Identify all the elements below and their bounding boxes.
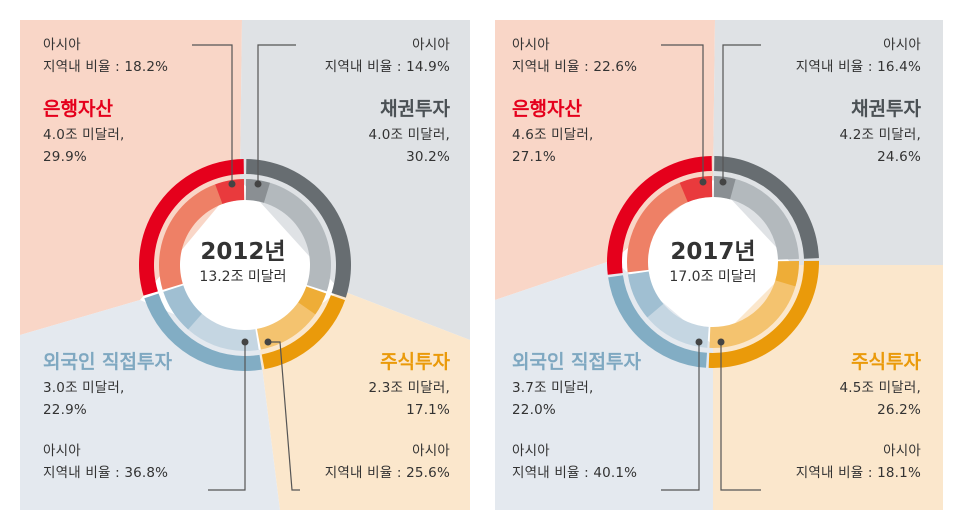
- bank-leader-line: [661, 44, 704, 182]
- fdi-asia-share-arc: [627, 271, 664, 318]
- bank-title: 은행자산: [43, 98, 113, 120]
- fdi-outer-arc: [608, 275, 708, 368]
- bond-leader-line: [722, 44, 761, 182]
- fdi-leader-dot: [241, 338, 249, 346]
- bank-leader-line: [192, 44, 233, 184]
- bond-asia-share-arc: [713, 176, 736, 200]
- bond-label: 채권투자 4.2조 미달러, 24.6%: [839, 94, 921, 168]
- bond-title: 채권투자: [380, 98, 450, 120]
- bank-title: 은행자산: [512, 98, 582, 120]
- equity-label: 주식투자 2.3조 미달러, 17.1%: [368, 347, 450, 421]
- fdi-title: 외국인 직접투자: [512, 351, 641, 373]
- bond-leader-line: [257, 44, 296, 184]
- equity-inner-arc: [709, 261, 799, 348]
- bank-region-label: 아시아 지역내 비율 : 18.2%: [43, 37, 169, 75]
- bank-leader-dot: [228, 180, 236, 188]
- bank-outer-arc: [139, 159, 244, 296]
- fdi-outer-arc: [144, 293, 262, 371]
- donut-2017-svg: [495, 20, 943, 510]
- bond-background-region: [240, 20, 470, 340]
- bank-asia-share-arc: [215, 179, 245, 205]
- equity-leader-line: [268, 341, 300, 491]
- bond-outer-arc: [246, 159, 351, 298]
- bond-outer-arc: [714, 156, 819, 259]
- bond-inner-arc: [713, 176, 799, 260]
- bank-leader-dot: [699, 178, 707, 186]
- equity-title: 주식투자: [380, 351, 450, 373]
- equity-background-region: [713, 265, 943, 510]
- fdi-region-label: 아시아 지역내 비율 : 40.1%: [512, 443, 638, 481]
- bank-background-region: [20, 20, 242, 335]
- equity-title: 주식투자: [851, 351, 921, 373]
- bond-region-label: 아시아 지역내 비율 : 14.9%: [324, 37, 450, 75]
- fdi-region-label: 아시아 지역내 비율 : 36.8%: [43, 443, 169, 481]
- equity-region-label: 아시아 지역내 비율 : 18.1%: [795, 443, 921, 481]
- equity-leader-dot: [264, 338, 272, 346]
- bond-leader-dot: [719, 178, 727, 186]
- fdi-leader-dot: [695, 338, 703, 346]
- equity-leader-dot: [717, 338, 725, 346]
- fdi-label: 외국인 직접투자 3.7조 미달러, 22.0%: [512, 347, 641, 421]
- bank-label: 은행자산 4.6조 미달러, 27.1%: [512, 94, 594, 168]
- fdi-asia-share-arc: [163, 285, 202, 330]
- equity-label: 주식투자 4.5조 미달러, 26.2%: [839, 347, 921, 421]
- center-year: 2012년: [200, 239, 286, 265]
- fdi-leader-line: [208, 342, 246, 491]
- bond-label: 채권투자 4.0조 미달러, 30.2%: [368, 94, 450, 168]
- equity-asia-share-arc: [775, 261, 799, 287]
- bank-region-label: 아시아 지역내 비율 : 22.6%: [512, 37, 638, 75]
- bond-title: 채권투자: [851, 98, 921, 120]
- bond-region-label: 아시아 지역내 비율 : 16.4%: [795, 37, 921, 75]
- equity-region-label: 아시아 지역내 비율 : 25.6%: [324, 443, 450, 481]
- equity-outer-arc: [708, 260, 819, 368]
- fdi-leader-line: [661, 342, 700, 491]
- bank-background-region: [495, 20, 715, 300]
- bond-leader-dot: [254, 180, 262, 188]
- bank-label: 은행자산 4.0조 미달러, 29.9%: [43, 94, 125, 168]
- fdi-title: 외국인 직접투자: [43, 351, 172, 373]
- bank-outer-arc: [607, 156, 712, 275]
- chart-2012: 2012년 13.2조 미달러 아시아 지역내 비율 : 18.2% 은행자산 …: [0, 0, 480, 531]
- chart-2017: 2017년 17.0조 미달러 아시아 지역내 비율 : 22.6% 은행자산 …: [485, 0, 965, 531]
- bond-asia-share-arc: [245, 179, 270, 203]
- equity-leader-line: [720, 342, 761, 491]
- center-total: 17.0조 미달러: [669, 269, 757, 285]
- center-year: 2017년: [670, 239, 756, 265]
- fdi-label: 외국인 직접투자 3.0조 미달러, 22.9%: [43, 347, 172, 421]
- donut-2012-svg: [20, 20, 470, 510]
- center-total: 13.2조 미달러: [199, 269, 287, 285]
- equity-asia-share-arc: [298, 286, 327, 315]
- equity-outer-arc: [261, 295, 346, 370]
